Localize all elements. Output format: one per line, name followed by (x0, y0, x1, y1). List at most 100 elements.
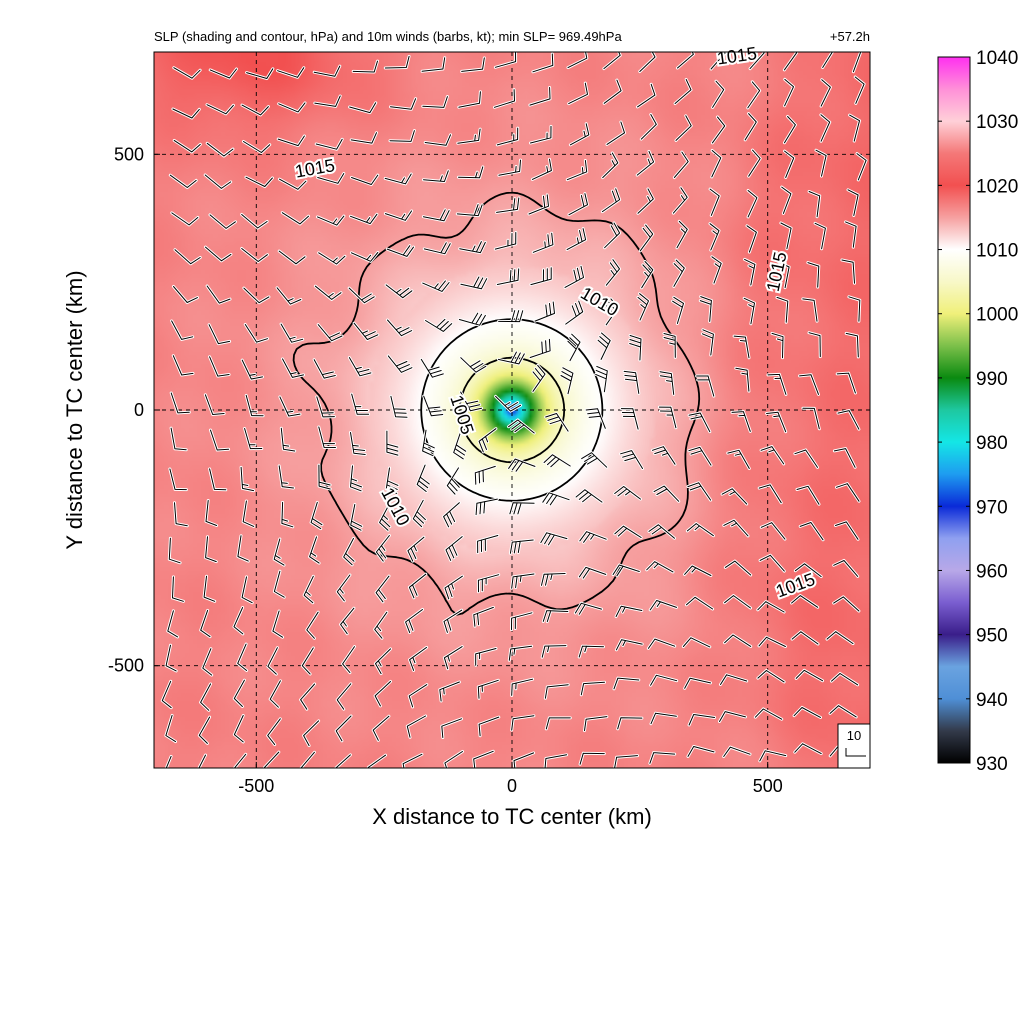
colorbar-tick-label: 930 (976, 754, 1008, 775)
wind-barb (493, 231, 518, 251)
wind-barb (527, 193, 550, 216)
wind-barb (171, 107, 201, 120)
wind-barb (671, 186, 689, 215)
wind-barb (280, 500, 295, 529)
wind-barb (759, 521, 787, 541)
wind-barb (568, 122, 591, 147)
wind-barb (199, 608, 212, 639)
wind-barb (168, 173, 198, 189)
wind-barb (722, 745, 752, 758)
wind-barb (171, 575, 185, 603)
wind-barb (672, 150, 690, 179)
wind-barb (531, 363, 547, 393)
wind-barb (848, 113, 861, 143)
wind-barb (208, 467, 228, 492)
wind-barb (335, 573, 352, 603)
wind-barb (457, 165, 485, 180)
wind-barb (477, 427, 498, 454)
wind-barb (302, 574, 315, 605)
wind-barb (674, 114, 693, 142)
wind-barb (440, 717, 463, 739)
colorbar: 930 940 950 960 970 980 990 1000 1010 1020 1030 104… (937, 48, 1018, 775)
wind-barb (373, 610, 389, 640)
wind-barb (374, 647, 392, 676)
time-label: +57.2h (830, 29, 870, 44)
wind-barb (604, 258, 621, 287)
wind-barb (236, 534, 250, 563)
wind-barb (308, 535, 321, 565)
wind-barb (779, 221, 793, 251)
wind-barb (349, 503, 364, 532)
wind-barb (710, 149, 723, 179)
wind-barb (422, 394, 445, 418)
wind-barb (777, 260, 791, 290)
wind-barb (383, 209, 414, 222)
wind-barb (342, 536, 356, 567)
wind-barb (203, 173, 233, 190)
wind-barb (201, 647, 214, 677)
wind-barb (743, 257, 757, 287)
reference-barb-mark (845, 748, 866, 757)
wind-barb (349, 464, 363, 493)
wind-barb (239, 465, 256, 493)
wind-barb (493, 88, 516, 109)
wind-barb (458, 240, 487, 255)
wind-barb (208, 355, 231, 378)
wind-barb (278, 177, 308, 191)
wind-barb (573, 601, 603, 616)
colorbar-tick-label: 940 (976, 690, 1008, 711)
wind-barb (389, 97, 418, 111)
wind-barb (205, 103, 235, 116)
wind-barb (312, 358, 337, 380)
wind-barb (199, 682, 213, 712)
wind-barb (421, 95, 449, 109)
wind-barb (830, 672, 860, 687)
wind-barb (166, 609, 180, 639)
colorbar-tick-label: 1040 (976, 48, 1018, 69)
wind-barb (711, 79, 726, 109)
wind-barb (341, 645, 356, 675)
wind-barb (807, 331, 822, 359)
wind-barb (652, 484, 681, 503)
wind-barb (405, 714, 428, 739)
wind-barb (422, 241, 452, 256)
colorbar-tick-label: 950 (976, 626, 1008, 647)
wind-barb (476, 678, 500, 700)
wind-barb (204, 245, 233, 263)
wind-barb (851, 52, 863, 74)
wind-barb (723, 559, 753, 577)
wind-barb (657, 405, 678, 430)
wind-barb (350, 392, 371, 416)
colorbar-tick-label: 1010 (976, 241, 1018, 262)
wind-barb (648, 751, 677, 765)
wind-barb (508, 501, 536, 516)
wind-barb (459, 390, 483, 413)
wind-barb (792, 706, 822, 719)
wind-barb (205, 284, 232, 305)
wind-barb (232, 714, 245, 744)
wind-barb (743, 112, 758, 142)
wind-barb (647, 523, 676, 540)
wind-barb (722, 518, 750, 538)
wind-barb (242, 286, 271, 305)
wind-barb (173, 501, 189, 528)
wind-barb (443, 750, 464, 768)
wind-barb (530, 157, 553, 181)
wind-barb (828, 704, 858, 719)
wind-barb (280, 211, 310, 226)
wind-barb (474, 497, 499, 517)
wind-barb (577, 565, 608, 580)
wind-barb (540, 644, 568, 659)
colorbar-tick-label: 960 (976, 561, 1008, 582)
wind-barb (160, 679, 173, 710)
reference-barb-label: 10 (847, 728, 861, 743)
wind-barb (205, 141, 235, 158)
wind-barb (533, 300, 556, 323)
wind-barb (385, 244, 415, 258)
reference-barb-icon (845, 748, 866, 757)
wind-barbs (160, 52, 868, 768)
wind-barb (271, 609, 284, 639)
wind-barb (780, 185, 793, 215)
wind-barb (240, 213, 269, 230)
wind-barb (601, 151, 620, 180)
